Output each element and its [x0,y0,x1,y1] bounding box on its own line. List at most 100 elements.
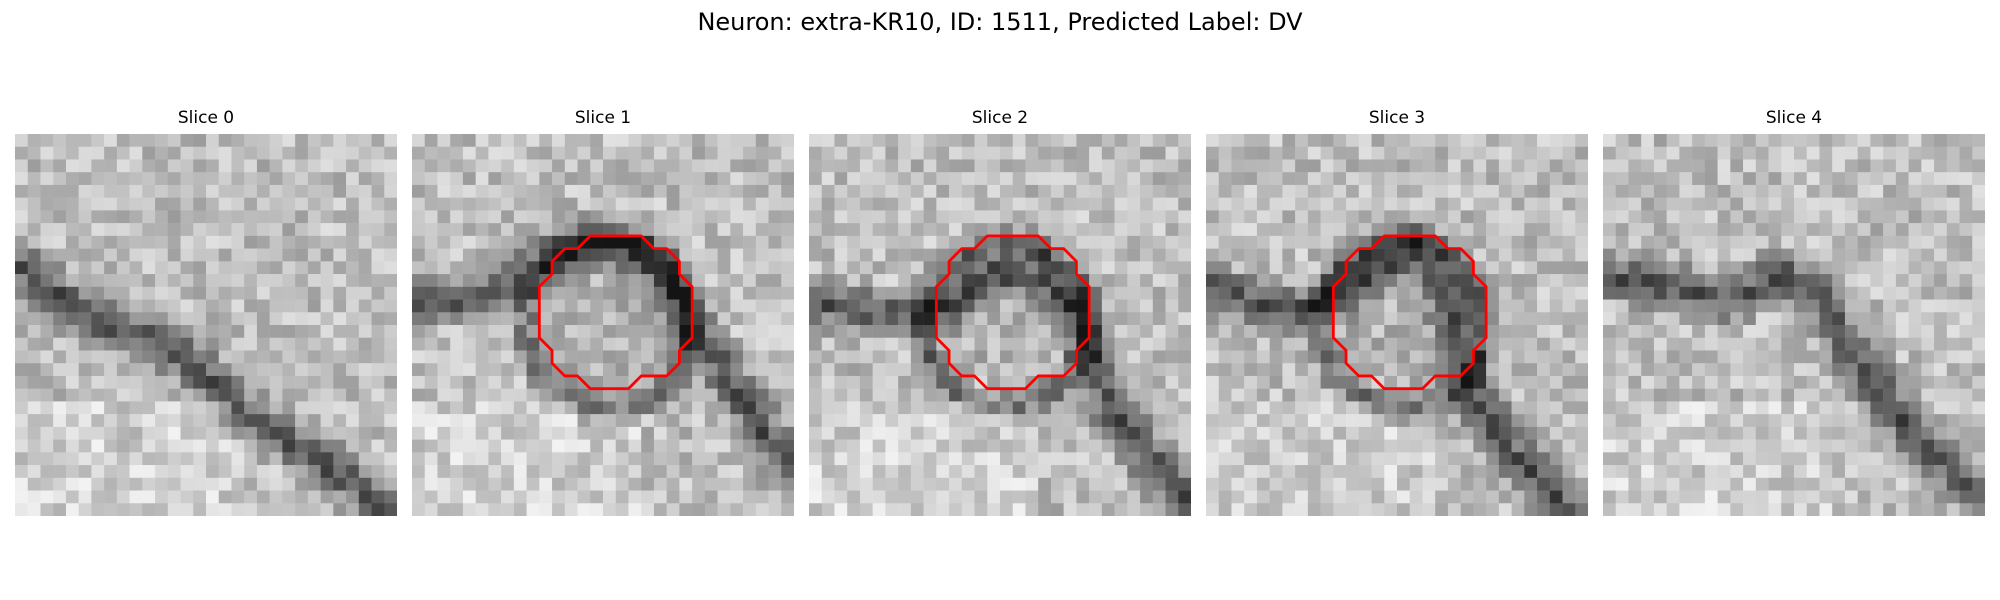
pixel [590,490,604,504]
pixel [552,337,566,351]
pixel [679,210,693,224]
pixel [244,414,258,428]
pixel [1409,159,1423,173]
pixel [885,299,899,313]
pixel [577,414,591,428]
pixel [679,401,693,415]
pixel [206,503,219,516]
pixel [244,134,258,147]
pixel [1679,414,1693,428]
pixel [1857,286,1871,300]
pixel [1333,197,1347,211]
pixel [910,401,924,415]
pixel [717,223,731,237]
pixel [1206,439,1219,453]
pixel [371,452,385,466]
pixel [1730,261,1744,275]
pixel [320,503,334,516]
pixel [1537,477,1551,491]
pixel [116,325,130,338]
pixel [1244,465,1258,479]
pixel [615,223,629,237]
pixel [1127,363,1141,377]
pixel [1244,235,1258,249]
pixel [1883,312,1897,326]
pixel [1231,299,1245,313]
pixel [1165,134,1179,147]
pixel [1794,503,1807,516]
pixel [1666,503,1680,516]
pixel [768,337,782,351]
pixel [1615,477,1629,491]
pixel [1972,426,1985,440]
pixel [424,325,438,338]
pixel [282,388,296,402]
pixel [961,337,975,351]
pixel [116,159,130,173]
pixel [40,235,54,249]
pixel [1934,414,1948,428]
pixel [615,363,629,377]
pixel [1295,414,1309,428]
pixel [1333,146,1347,160]
pixel [371,248,385,262]
pixel [1679,197,1693,211]
pixel [809,350,822,364]
pixel [1473,388,1487,402]
pixel [949,439,963,453]
pixel [781,312,794,326]
pixel [949,274,963,288]
pixel [1562,159,1576,173]
pixel [1076,477,1090,491]
pixel [167,248,181,262]
pixel [371,401,385,415]
pixel [781,325,794,338]
pixel [1549,465,1563,479]
pixel [104,159,118,173]
pixel [320,172,334,186]
pixel [1704,465,1718,479]
pixel [666,452,680,466]
pixel [282,426,296,440]
pixel [167,172,181,186]
pixel [384,414,397,428]
pixel [679,490,693,504]
pixel [615,337,629,351]
pixel [1114,452,1128,466]
pixel [40,146,54,160]
pixel [295,172,309,186]
pixel [1946,172,1960,186]
pixel [193,375,207,389]
pixel [269,248,283,262]
pixel [27,465,41,479]
pixel [1460,401,1474,415]
pixel [1537,375,1551,389]
pixel [320,248,334,262]
pixel [1511,426,1525,440]
pixel [129,452,143,466]
pixel [206,261,219,275]
pixel [1038,401,1052,415]
pixel [1768,248,1782,262]
pixel [923,452,937,466]
pixel [1666,350,1680,364]
pixel [1857,490,1871,504]
pixel [1524,286,1538,300]
pixel [1409,146,1423,160]
pixel [641,286,655,300]
pixel [1244,197,1258,211]
pixel [295,363,309,377]
pixel [1447,325,1461,338]
pixel [526,159,540,173]
pixel [1908,325,1922,338]
pixel [1333,452,1347,466]
pixel [1575,197,1588,211]
pixel [1641,134,1655,147]
pixel [91,235,105,249]
pixel [155,350,169,364]
pixel [384,159,397,173]
pixel [1486,146,1500,160]
pixel [1575,210,1588,224]
pixel [1333,172,1347,186]
pixel [1549,210,1563,224]
